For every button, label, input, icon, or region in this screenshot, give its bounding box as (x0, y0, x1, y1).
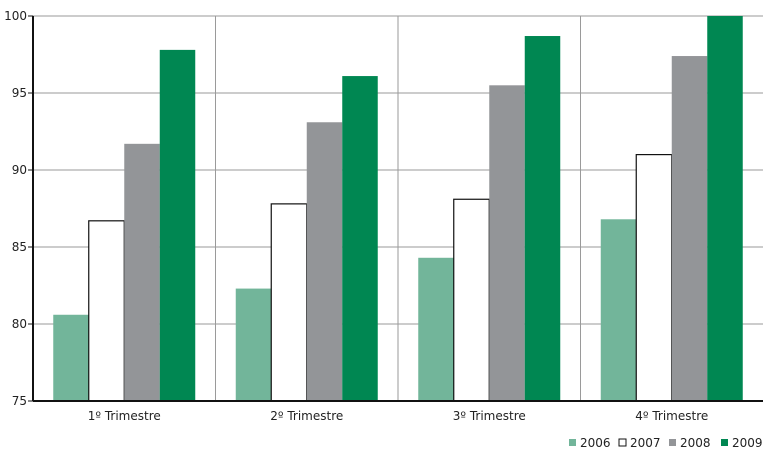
bar-2009 (524, 36, 561, 402)
legend-label-2008: 2008 (680, 436, 711, 450)
bar-2009 (707, 16, 743, 401)
bar-2009 (342, 76, 378, 401)
legend-label-2007: 2007 (630, 436, 661, 450)
y-tick-label: 90 (12, 163, 27, 177)
legend-swatch-2008 (669, 439, 676, 446)
legend-swatch-2006 (569, 439, 576, 446)
bar-2006 (53, 314, 89, 401)
bar-2006 (235, 288, 272, 401)
bar-2009 (159, 49, 196, 401)
y-tick-label: 95 (12, 86, 27, 100)
bar-2007 (270, 203, 308, 402)
bar-2008 (489, 85, 525, 402)
x-tick-label: 4º Trimestre (635, 409, 708, 423)
bars (53, 16, 743, 402)
y-tick-label: 100 (4, 9, 27, 23)
x-tick-label: 3º Trimestre (453, 409, 526, 423)
y-tick-label: 75 (12, 394, 27, 408)
y-tick-label: 85 (12, 240, 27, 254)
y-axis-ticks: 75 80 85 90 95 100 (4, 9, 27, 408)
bar-2007 (88, 220, 125, 402)
x-tick-label: 1º Trimestre (88, 409, 161, 423)
bar-2008 (124, 143, 160, 401)
legend-label-2006: 2006 (580, 436, 611, 450)
bar-2008 (306, 122, 343, 401)
bar-2006 (418, 257, 454, 401)
legend-swatch-2007 (618, 438, 627, 447)
legend: 2006 2007 2008 2009 (569, 436, 763, 450)
legend-label-2009: 2009 (732, 436, 763, 450)
bar-2007 (635, 154, 673, 402)
x-axis-labels: 1º Trimestre 2º Trimestre 3º Trimestre 4º T… (88, 409, 709, 423)
legend-swatch-2009 (721, 439, 728, 446)
bar-2008 (671, 56, 708, 401)
y-tick-label: 80 (12, 317, 27, 331)
x-tick-label: 2º Trimestre (270, 409, 343, 423)
bar-2007 (453, 198, 490, 402)
axes (28, 15, 763, 402)
bar-2006 (600, 219, 637, 401)
